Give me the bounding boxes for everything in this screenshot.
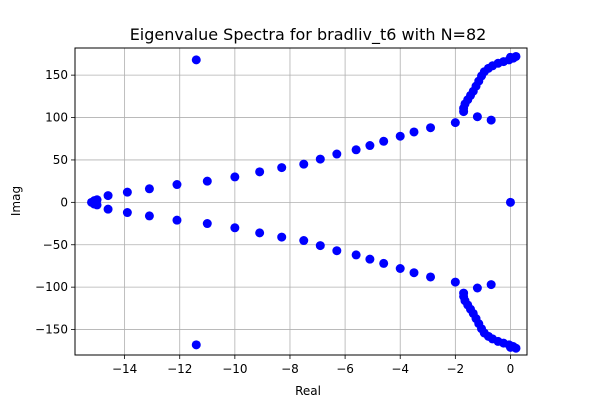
eigenvalue-point: [450, 118, 460, 128]
eigenvalue-point: [172, 215, 182, 225]
eigenvalue-point: [299, 236, 309, 246]
eigenvalue-point: [191, 55, 201, 65]
eigenvalue-point: [172, 180, 182, 190]
eigenvalue-point: [332, 149, 342, 159]
eigenvalue-point: [255, 167, 265, 177]
eigenvalue-point: [486, 280, 496, 290]
eigenvalue-point: [486, 115, 496, 125]
eigenvalue-point: [122, 208, 132, 218]
eigenvalue-point: [379, 258, 389, 268]
chart-title: Eigenvalue Spectra for bradliv_t6 with N…: [130, 25, 487, 45]
y-tick-label: 100: [45, 111, 68, 125]
eigenvalue-point: [144, 211, 154, 221]
x-tick-label: 0: [507, 362, 515, 376]
y-tick-label: 150: [45, 68, 68, 82]
eigenvalue-point: [409, 127, 419, 137]
x-tick-label: −12: [167, 362, 192, 376]
x-tick-label: −4: [391, 362, 409, 376]
eigenvalue-point: [299, 159, 309, 169]
eigenvalue-point: [365, 254, 375, 264]
eigenvalue-point: [122, 187, 132, 197]
eigenvalue-point: [426, 123, 436, 133]
eigenvalue-point: [202, 219, 212, 229]
x-tick-label: −2: [446, 362, 464, 376]
eigenvalue-point: [315, 154, 325, 164]
eigenvalue-point: [315, 241, 325, 251]
eigenvalue-point: [202, 176, 212, 186]
eigenvalue-point: [409, 268, 419, 278]
eigenvalue-point: [450, 277, 460, 287]
grid: [75, 48, 527, 355]
eigenvalue-point: [230, 223, 240, 233]
eigenvalue-point: [351, 250, 361, 260]
eigenvalue-point: [103, 204, 113, 214]
y-tick-label: −150: [35, 323, 68, 337]
x-axis-label: Real: [295, 384, 321, 398]
eigenvalue-point: [505, 197, 515, 207]
eigenvalue-point: [365, 141, 375, 151]
eigenvalue-point: [230, 172, 240, 182]
y-tick-label: −50: [43, 238, 68, 252]
eigenvalue-point: [472, 112, 482, 122]
eigenvalue-point: [191, 340, 201, 350]
eigenvalue-point: [332, 246, 342, 256]
eigenvalue-point: [395, 131, 405, 141]
eigenvalue-point: [505, 52, 515, 62]
y-tick-label: 0: [60, 195, 68, 209]
eigenvalue-point: [426, 272, 436, 282]
eigenvalue-point: [472, 283, 482, 293]
eigenvalue-point: [505, 342, 515, 352]
x-tick-label: −6: [336, 362, 354, 376]
y-tick-label: −100: [35, 280, 68, 294]
eigenvalue-point: [144, 184, 154, 194]
x-tick-label: −10: [222, 362, 247, 376]
y-axis-label: Imag: [9, 186, 23, 216]
eigenvalue-point: [379, 136, 389, 146]
data-points: [87, 51, 521, 353]
eigenvalue-point: [395, 263, 405, 273]
x-tick-label: −14: [112, 362, 137, 376]
y-tick-label: 50: [53, 153, 68, 167]
eigenvalue-point: [255, 228, 265, 238]
eigenvalue-point: [351, 145, 361, 155]
plot-area-frame: [74, 47, 528, 356]
eigenvalue-point: [92, 200, 102, 210]
eigenvalue-point: [277, 163, 287, 173]
axis-ticks: −14 −12 −10 −8 −6 −4 −2 0 −150 −100 −50 0 50 100 150: [35, 68, 514, 376]
x-tick-label: −8: [281, 362, 299, 376]
eigenvalue-point: [103, 191, 113, 201]
eigenvalue-point: [277, 232, 287, 242]
